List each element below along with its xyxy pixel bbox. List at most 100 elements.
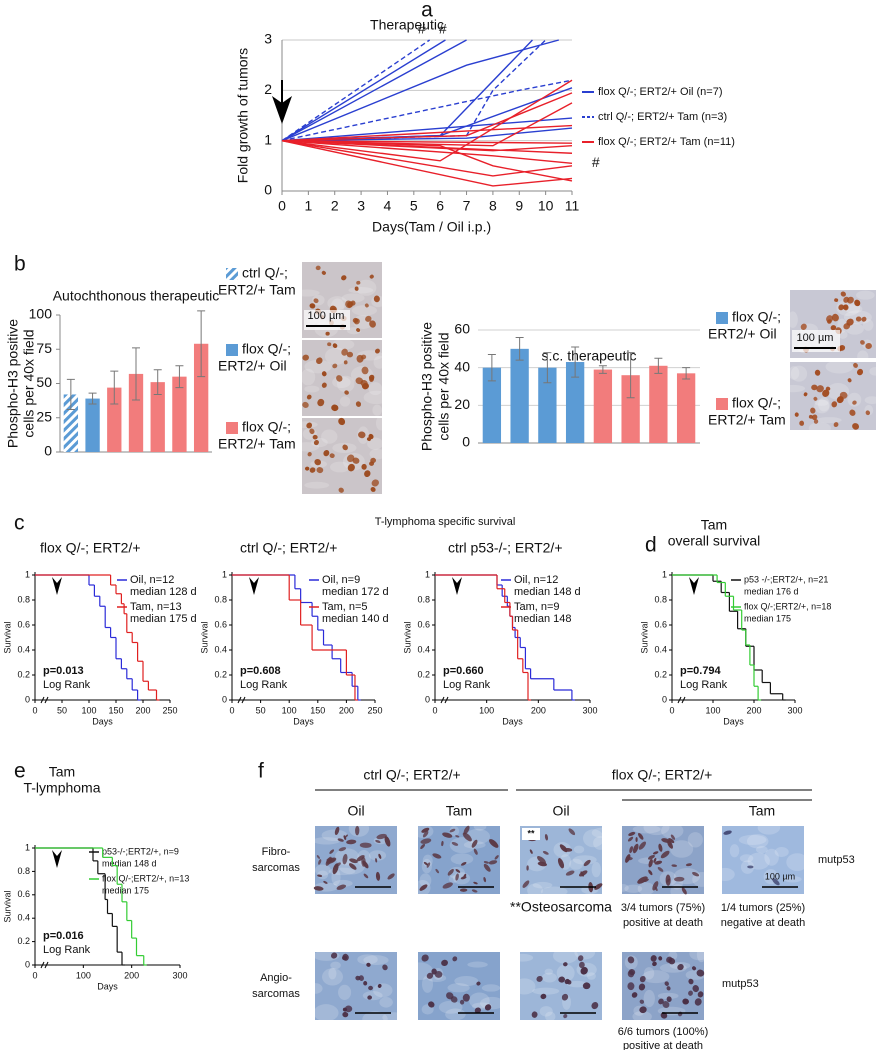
texture <box>781 384 806 393</box>
y-tick-label: 25 <box>36 408 52 424</box>
nucleus <box>317 398 325 407</box>
test-name: Log Rank <box>43 944 91 956</box>
scale-bar-label: 100 µm <box>308 310 345 322</box>
nucleus <box>314 459 322 466</box>
texture <box>467 961 488 968</box>
nucleus <box>838 304 844 311</box>
tumor-line <box>281 139 573 187</box>
nucleus <box>450 996 458 1003</box>
y-tick-label: 0.4 <box>417 644 430 654</box>
y-tick-label: 50 <box>36 374 52 390</box>
nucleus <box>449 828 456 833</box>
note: negative at death <box>721 917 805 929</box>
nucleus <box>563 848 573 852</box>
legend-note: median 175 <box>744 613 791 623</box>
nucleus <box>628 969 636 976</box>
nucleus <box>544 833 549 841</box>
row-header: sarcomas <box>252 988 300 1000</box>
nucleus <box>368 985 373 991</box>
error-bar <box>654 357 663 374</box>
x-tick-label: 150 <box>108 705 123 715</box>
nucleus <box>681 887 687 895</box>
y-tick-label: 1 <box>222 569 227 579</box>
error-bar <box>66 378 75 411</box>
texture <box>406 962 433 981</box>
texture <box>816 417 842 424</box>
nucleus <box>813 419 819 424</box>
legend-note: median 148 d <box>514 586 581 598</box>
nucleus <box>428 1001 435 1008</box>
legend-label: Oil, n=12 <box>130 574 174 586</box>
micrograph <box>413 821 500 896</box>
x-tick-label: 0 <box>32 970 37 980</box>
texture <box>532 881 553 889</box>
texture <box>321 829 348 842</box>
nucleus <box>483 861 489 864</box>
texture <box>755 845 768 854</box>
legend-label: Tam, n=5 <box>322 601 368 613</box>
texture <box>481 984 501 992</box>
legend-note: median 175 d <box>130 613 197 625</box>
nucleus <box>346 839 357 845</box>
p-value: p=0.016 <box>43 930 84 942</box>
y-tick-label: 0 <box>222 694 227 704</box>
nucleus <box>564 978 570 985</box>
nucleus <box>628 831 636 836</box>
texture <box>808 422 831 435</box>
nucleus <box>422 830 429 838</box>
texture <box>321 429 338 444</box>
texture <box>574 944 596 960</box>
texture <box>473 821 487 831</box>
error-bar <box>543 352 552 384</box>
texture <box>317 870 329 880</box>
x-tick-label: 150 <box>310 705 325 715</box>
nucleus <box>810 407 816 414</box>
nucleus <box>334 826 340 836</box>
legend-swatch <box>226 422 238 434</box>
texture <box>300 368 316 386</box>
nucleus <box>384 836 391 847</box>
nucleus <box>639 999 645 1004</box>
nucleus <box>376 833 387 840</box>
bar <box>565 362 585 443</box>
nucleus <box>494 855 499 860</box>
nucleus <box>799 420 805 426</box>
error-bar <box>197 310 206 378</box>
bar <box>172 376 187 452</box>
texture <box>540 886 568 897</box>
nucleus <box>682 998 689 1005</box>
micrograph <box>787 290 876 364</box>
x-tick-label: 6 <box>436 198 444 214</box>
y-tick-label: 0 <box>44 443 52 459</box>
nucleus <box>654 860 663 865</box>
nucleus <box>304 466 310 471</box>
nucleus <box>387 873 395 880</box>
nucleus <box>558 976 566 983</box>
nucleus <box>483 876 487 883</box>
micrograph <box>300 338 389 416</box>
nucleus <box>668 957 676 965</box>
y-tick-label: 0.2 <box>417 669 430 679</box>
nucleus <box>370 486 376 492</box>
y-tick-label: 75 <box>36 340 52 356</box>
texture <box>341 293 365 303</box>
y-axis-label: Survival <box>2 621 12 653</box>
nucleus <box>344 390 349 395</box>
nucleus <box>660 850 670 859</box>
texture <box>304 359 332 374</box>
y-tick-label: 0 <box>425 694 430 704</box>
nucleus <box>356 855 365 862</box>
texture <box>845 322 864 335</box>
x-tick-label: 300 <box>582 705 597 715</box>
nucleus <box>325 331 330 336</box>
texture <box>844 304 863 314</box>
nucleus <box>561 993 569 1001</box>
nucleus <box>317 874 323 877</box>
nucleus <box>627 982 635 991</box>
y-tick-label: 0.6 <box>214 619 227 629</box>
nucleus <box>375 871 381 881</box>
legend-note: median 140 d <box>322 613 389 625</box>
x-tick-label: 0 <box>432 705 437 715</box>
nucleus <box>343 360 348 365</box>
nucleus <box>346 351 354 358</box>
